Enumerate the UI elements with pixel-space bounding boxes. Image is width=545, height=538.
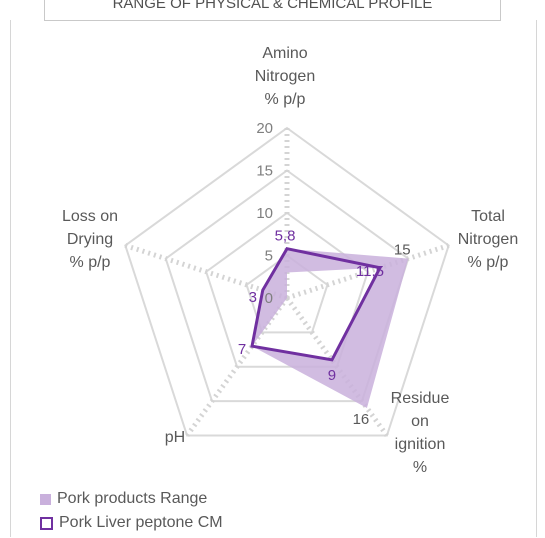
legend-swatch-range xyxy=(40,493,51,505)
axis-label-amino: Amino Nitrogen % p/p xyxy=(254,45,316,108)
tick-label-5: 5 xyxy=(265,248,273,265)
data-label-ph: 7 xyxy=(238,341,246,358)
tick-label-total-15: 15 xyxy=(394,242,411,259)
legend-swatch-peptone xyxy=(40,516,53,530)
series-range-band xyxy=(252,248,409,409)
legend-label-peptone: Pork Liver peptone CM xyxy=(59,514,223,531)
axis-label-total: Total Nitrogen % p/p xyxy=(457,208,519,271)
spoke-loss xyxy=(124,243,288,301)
tick-label-10: 10 xyxy=(256,205,273,222)
axis-label-residue: Residue on ignition % xyxy=(390,390,450,476)
chart-frame xyxy=(10,20,537,537)
tick-label-residue-16: 16 xyxy=(353,411,370,428)
tick-label-15: 15 xyxy=(256,163,273,180)
chart-title: RANGE OF PHYSICAL & CHEMICAL PROFILE xyxy=(44,0,501,21)
spoke-ph xyxy=(185,296,290,438)
legend-label-range: Pork products Range xyxy=(57,490,208,507)
legend-item-peptone: Pork Liver peptone CM xyxy=(40,511,223,535)
tick-label-0: 0 xyxy=(265,290,273,307)
legend: Pork products Range Pork Liver peptone C… xyxy=(40,487,223,535)
grid-ring-5 xyxy=(245,254,329,334)
data-label-amino: 5,8 xyxy=(275,228,296,245)
data-label-loss: 3 xyxy=(249,289,257,306)
series-peptone-line xyxy=(250,247,383,362)
data-label-residue: 9 xyxy=(328,367,336,384)
grid-ring-20 xyxy=(124,126,450,437)
axis-label-ph: pH xyxy=(164,429,186,446)
data-label-total: 11,5 xyxy=(356,263,384,280)
grid-ring-15 xyxy=(164,169,410,403)
axis-label-loss: Loss on Drying % p/p xyxy=(61,208,119,271)
legend-item-range: Pork products Range xyxy=(40,487,223,511)
tick-label-20: 20 xyxy=(256,120,273,137)
spoke-total xyxy=(286,243,450,301)
